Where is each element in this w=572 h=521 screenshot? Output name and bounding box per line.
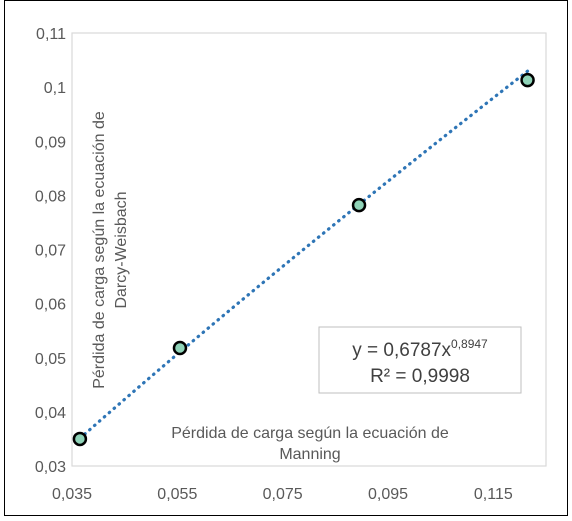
y-tick-label: 0,08: [35, 188, 66, 205]
y-tick-label: 0,05: [35, 351, 66, 368]
x-axis-title: Pérdida de carga según la ecuación de Ma…: [171, 425, 449, 463]
y-tick-label: 0,04: [35, 405, 66, 422]
x-axis-ticks: 0,035 0,055 0,075 0,095 0,115: [52, 486, 513, 503]
y-tick-label: 0,06: [35, 297, 66, 314]
y-tick-label: 0,07: [35, 243, 66, 260]
x-tick-label: 0,055: [157, 486, 197, 503]
plot-area-frame: [71, 32, 547, 467]
x-tick-label: 0,035: [52, 486, 92, 503]
data-point: [172, 340, 188, 356]
r-squared-label: R² = 0,9998: [370, 366, 470, 387]
y-tick-label: 0,03: [35, 459, 66, 476]
trend-equation: y = 0,6787x0,8947: [352, 337, 488, 361]
data-point: [72, 431, 88, 447]
equation-box: y = 0,6787x0,8947 R² = 0,9998: [318, 326, 522, 394]
y-axis-ticks: 0,03 0,04 0,05 0,06 0,07 0,08 0,09 0,1 0,11: [35, 26, 66, 476]
y-tick-label: 0,1: [44, 80, 66, 97]
y-tick-label: 0,11: [36, 26, 66, 43]
y-axis-title-line-1: Pérdida de carga según la ecuación de: [91, 111, 108, 389]
x-tick-label: 0,075: [263, 486, 303, 503]
trend-equation-exponent: 0,8947: [451, 337, 488, 351]
x-axis-title-line-1: Pérdida de carga según la ecuación de: [171, 425, 449, 442]
trendline-group: [78, 69, 530, 440]
data-point: [351, 197, 367, 213]
x-axis-title-line-2: Manning: [279, 446, 340, 463]
y-tick-label: 0,09: [35, 134, 66, 151]
data-points-group: [72, 72, 535, 447]
power-trendline: [78, 69, 530, 440]
x-tick-label: 0,115: [474, 486, 513, 503]
trend-equation-base: y = 0,6787x: [352, 340, 451, 361]
y-axis-title: Pérdida de carga según la ecuación de Da…: [91, 111, 130, 389]
data-point: [520, 72, 535, 88]
y-axis-title-line-2: Darcy-Weisbach: [113, 191, 130, 308]
x-tick-label: 0,095: [368, 486, 408, 503]
chart-border: [4, 0, 568, 516]
